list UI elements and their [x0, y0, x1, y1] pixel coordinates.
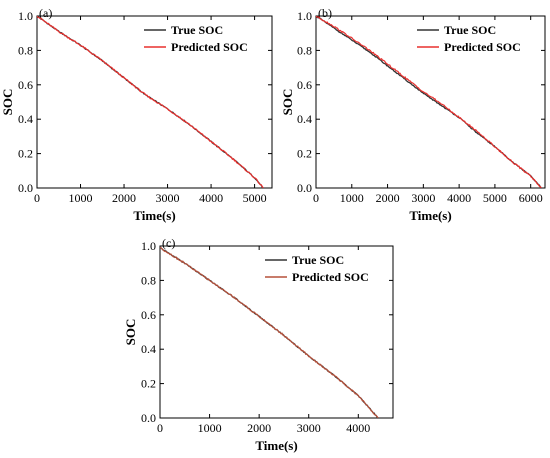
x-tick-label: 2000: [376, 191, 400, 205]
y-axis-label: SOC: [280, 89, 295, 116]
y-tick-label: 1.0: [297, 9, 312, 23]
y-tick-label: 0.6: [18, 78, 33, 92]
y-tick-label: 1.0: [18, 9, 33, 23]
y-tick-label: 0.0: [18, 181, 33, 195]
panel-label: (a): [39, 6, 52, 20]
plot-frame: [315, 15, 546, 189]
x-tick-label: 5000: [243, 191, 267, 205]
chart-panel-2: 0 1000 2000 3000 4000 0.0 0.2 0.4 0.6 0.8 1.0 Time(…: [123, 236, 394, 453]
y-tick-label: 0.8: [141, 273, 156, 287]
y-tick-label: 0.4: [297, 112, 312, 126]
legend-label: Predicted SOC: [171, 40, 248, 54]
y-tick-label: 1.0: [141, 239, 156, 253]
panel-label: (c): [162, 236, 175, 250]
y-tick-label: 0.6: [141, 308, 156, 322]
x-tick-label: 6000: [519, 191, 543, 205]
x-tick-label: 3000: [297, 421, 321, 435]
y-tick-label: 0.4: [141, 342, 156, 356]
x-tick-label: 3000: [156, 191, 180, 205]
y-tick-label: 0.2: [141, 377, 156, 391]
plot-frame: [36, 15, 273, 189]
legend-label: Predicted SOC: [292, 270, 369, 284]
x-tick-label: 0: [157, 421, 163, 435]
panel-label: (b): [318, 6, 332, 20]
chart-panel-1: 0 1000 2000 3000 4000 5000 6000 0.0 0.2 0.4 0.6 0.8…: [280, 6, 546, 223]
plot-frame: [159, 245, 394, 419]
x-axis-label: Time(s): [409, 208, 451, 223]
y-tick-label: 0.0: [141, 411, 156, 425]
x-axis-label: Time(s): [133, 208, 175, 223]
legend-label: True SOC: [444, 23, 496, 37]
y-tick-label: 0.2: [18, 147, 33, 161]
x-tick-label: 4000: [447, 191, 471, 205]
chart-panel-0: 0 1000 2000 3000 4000 5000 0.0 0.2 0.4 0.6 0.8 1.0 T…: [0, 6, 273, 223]
y-tick-label: 0.2: [297, 147, 312, 161]
x-tick-label: 4000: [346, 421, 370, 435]
x-tick-label: 1000: [69, 191, 93, 205]
y-axis-label: SOC: [0, 89, 15, 116]
x-tick-label: 1000: [198, 421, 222, 435]
y-tick-label: 0.0: [297, 181, 312, 195]
legend-label: True SOC: [292, 253, 344, 267]
x-axis-label: Time(s): [255, 438, 297, 453]
x-tick-label: 3000: [411, 191, 435, 205]
y-tick-label: 0.6: [297, 78, 312, 92]
x-tick-label: 0: [313, 191, 319, 205]
x-tick-label: 0: [34, 191, 40, 205]
x-tick-label: 5000: [483, 191, 507, 205]
y-axis-label: SOC: [123, 319, 138, 346]
x-tick-label: 2000: [247, 421, 271, 435]
series-line-predicted-soc: [316, 16, 542, 188]
x-tick-label: 2000: [112, 191, 136, 205]
x-tick-label: 4000: [199, 191, 223, 205]
y-tick-label: 0.8: [297, 43, 312, 57]
series-line-predicted-soc: [37, 16, 264, 188]
series-line-predicted-soc: [160, 247, 379, 418]
y-tick-label: 0.4: [18, 112, 33, 126]
legend-label: True SOC: [171, 23, 223, 37]
x-tick-label: 1000: [340, 191, 364, 205]
legend-label: Predicted SOC: [444, 40, 521, 54]
y-tick-label: 0.8: [18, 43, 33, 57]
